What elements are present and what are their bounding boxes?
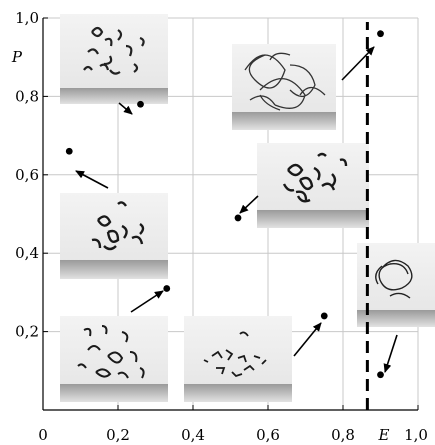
- data-point-2: [163, 285, 171, 292]
- arrow-5: [341, 46, 375, 81]
- y-tick-label-4: 1,0: [15, 9, 39, 27]
- inset-photos: [60, 14, 435, 402]
- arrow-2: [130, 290, 164, 313]
- x-axis-label: E: [378, 426, 390, 444]
- inset-loose-coils: [60, 316, 168, 402]
- x-tick-label-1: 0,2: [106, 426, 130, 444]
- tick-labels: 0 0,2 0,4 0,6 0,8 1,0 0,2 0,4 0,6 0,8 1,0 E P: [11, 9, 428, 444]
- arrow-3: [239, 195, 259, 214]
- data-point-3: [234, 214, 242, 222]
- x-tick-label-3: 0,6: [256, 426, 280, 444]
- inset-scattered-fragments: [184, 316, 292, 402]
- arrow-6: [383, 334, 398, 373]
- data-point-4: [320, 312, 328, 320]
- inset-dense-cluster: [257, 143, 369, 228]
- data-point-0: [137, 100, 144, 108]
- axes: [42, 17, 419, 411]
- y-tick-label-0: 0,2: [15, 323, 39, 341]
- y-tick-label-2: 0,6: [15, 166, 39, 184]
- x-tick-label-4: 0,8: [331, 426, 355, 444]
- inset-clumped-fibers: [60, 193, 168, 279]
- x-tick-label-0: 0: [38, 426, 48, 444]
- data-point-6: [377, 371, 384, 379]
- arrow-4: [293, 322, 322, 357]
- y-tick-label-3: 0,8: [15, 87, 39, 105]
- y-tick-label-1: 0,4: [15, 244, 39, 262]
- inset-single-coil: [357, 243, 435, 327]
- y-axis-label: P: [11, 48, 23, 66]
- x-tick-label-5: 1,0: [404, 426, 428, 444]
- annotation-arrows: [75, 46, 398, 373]
- arrow-1: [75, 170, 109, 189]
- inset-large-tangle: [232, 44, 336, 130]
- inset-dispersed-strands: [60, 14, 168, 104]
- arrow-0: [118, 102, 133, 115]
- data-points: [65, 30, 384, 379]
- x-tick-label-2: 0,4: [181, 426, 205, 444]
- data-point-5: [377, 30, 384, 38]
- data-point-1: [65, 147, 73, 155]
